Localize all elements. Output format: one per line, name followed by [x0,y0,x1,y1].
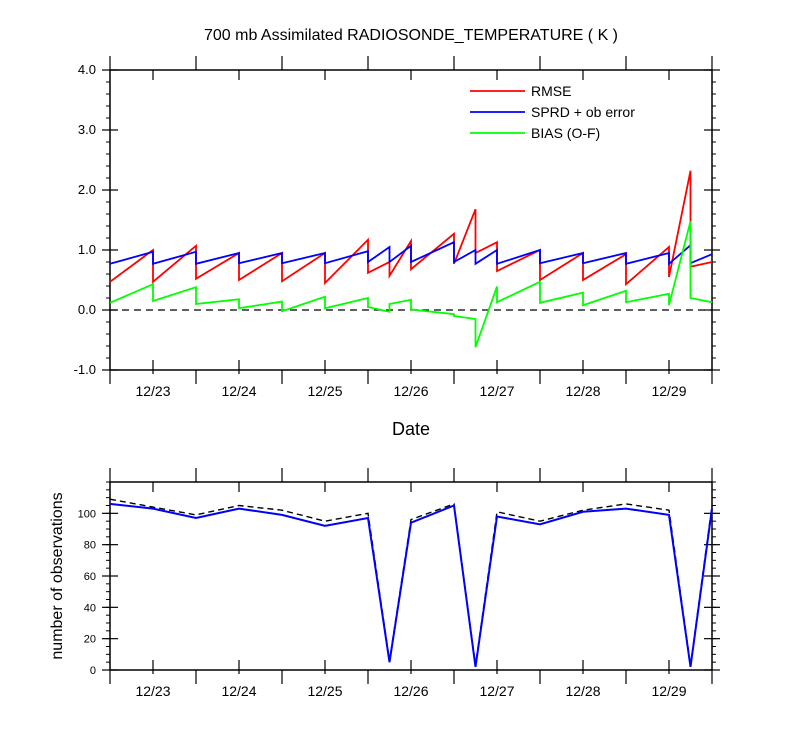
legend: RMSE SPRD + ob error BIAS (O-F) [470,83,635,141]
top-ytick-label: 2.0 [78,182,96,197]
top-xtick-label: 12/27 [479,383,514,399]
top-y-tick-labels: -1.0 0.0 1.0 2.0 3.0 4.0 [74,62,96,377]
bottom-xtick-label: 12/28 [565,683,600,699]
bottom-y-axis-label: number of observations [49,492,66,659]
legend-label-sprd: SPRD + ob error [531,104,635,120]
top-xtick-label: 12/28 [565,383,600,399]
obs-used-line [109,502,713,668]
bottom-ticks [102,468,720,684]
bottom-y-tick-labels: 0 20 40 60 80 100 [78,508,96,677]
bottom-ytick-label: 0 [90,665,96,677]
top-xtick-label: 12/29 [651,383,686,399]
bottom-xtick-label: 12/23 [135,683,170,699]
top-ytick-label: -1.0 [74,362,96,377]
top-ytick-label: 1.0 [78,242,96,257]
top-xtick-label: 12/23 [135,383,170,399]
bias-series-line [109,220,713,348]
bottom-ytick-label: 40 [84,602,96,614]
top-panel: -1.0 0.0 1.0 2.0 3.0 4.0 12/23 12/24 12/25 12/26… [74,56,720,439]
bottom-xtick-label: 12/29 [651,683,686,699]
bottom-xtick-label: 12/27 [479,683,514,699]
top-xtick-label: 12/24 [221,383,256,399]
top-xtick-label: 12/25 [307,383,342,399]
top-ytick-label: 0.0 [78,302,96,317]
legend-label-rmse: RMSE [531,83,571,99]
bottom-ytick-label: 60 [84,571,96,583]
rmse-series-line [109,170,713,287]
bottom-x-tick-labels: 12/23 12/24 12/25 12/26 12/27 12/28 12/29 [135,683,686,699]
bottom-plot-frame [109,481,713,671]
chart-title: 700 mb Assimilated RADIOSONDE_TEMPERATUR… [204,27,618,44]
top-ytick-label: 3.0 [78,122,96,137]
top-xtick-label: 12/26 [393,383,428,399]
bottom-xtick-label: 12/26 [393,683,428,699]
top-ytick-label: 4.0 [78,62,96,77]
sprd-series-line [109,240,713,266]
obs-possible-dashed-line [109,498,713,666]
x-axis-label: Date [392,419,430,439]
top-x-tick-labels: 12/23 12/24 12/25 12/26 12/27 12/28 12/29 [135,383,686,399]
bottom-xtick-label: 12/25 [307,683,342,699]
bottom-xtick-label: 12/24 [221,683,256,699]
bottom-ytick-label: 20 [84,634,96,646]
bottom-ytick-label: 100 [78,508,96,520]
bottom-ytick-label: 80 [84,540,96,552]
top-ticks [102,56,720,384]
legend-label-bias: BIAS (O-F) [531,125,600,141]
